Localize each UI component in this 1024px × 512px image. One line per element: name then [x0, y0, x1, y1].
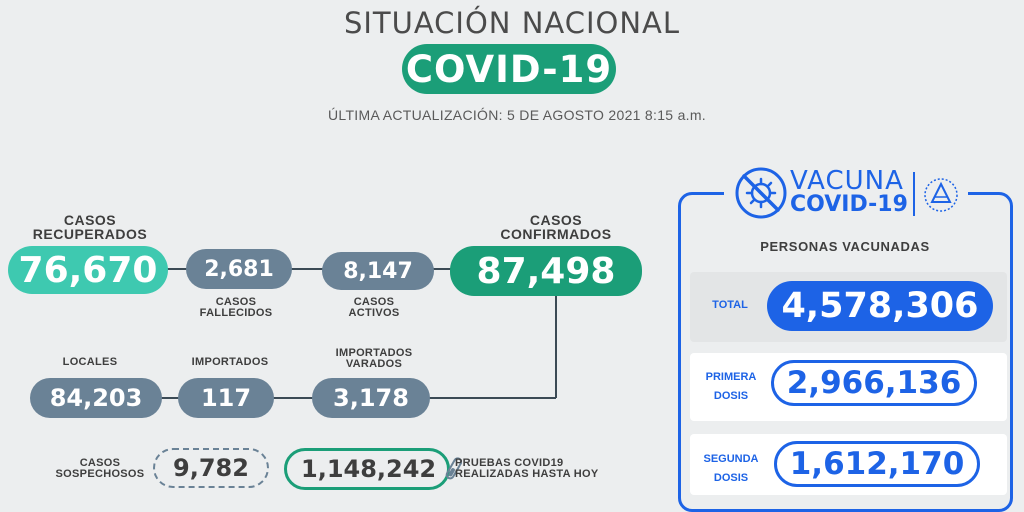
segunda-label: SEGUNDA DOSIS: [703, 453, 759, 484]
primera-value: 2,966,136: [771, 360, 977, 406]
page-title: SITUACIÓN NACIONAL: [343, 6, 681, 40]
primera-label: PRIMERA DOSIS: [705, 371, 757, 402]
covid-badge: COVID-19: [402, 44, 616, 94]
sospechosos-label: CASOS SOSPECHOSOS: [55, 457, 145, 480]
coat-of-arms-icon: [922, 176, 960, 214]
varados-value: 3,178: [312, 378, 430, 418]
vaccinated-heading: PERSONAS VACUNADAS: [760, 239, 930, 254]
recuperados-value: 76,670: [8, 246, 168, 294]
activos-label: CASOS ACTIVOS: [348, 296, 400, 319]
pruebas-box: 1,148,242: [284, 448, 463, 490]
confirmados-label: CASOS CONFIRMADOS: [500, 212, 612, 242]
total-label: TOTAL: [712, 299, 748, 311]
importados-value: 117: [178, 378, 274, 418]
total-value: 4,578,306: [767, 281, 993, 331]
locales-label: LOCALES: [62, 356, 118, 368]
vaccine-header: [724, 160, 968, 226]
connector-line-vertical: [555, 292, 557, 398]
vaccine-brand-word: VACUNA: [790, 166, 904, 196]
confirmados-value: 87,498: [450, 246, 642, 296]
sospechosos-value: 9,782: [153, 448, 269, 488]
connector-line-top: [150, 268, 460, 270]
brand-divider: [913, 172, 915, 216]
virus-crossed-icon: [734, 166, 788, 220]
test-tube-icon: [444, 456, 463, 482]
fallecidos-label: CASOS FALLECIDOS: [199, 296, 273, 319]
recuperados-label: CASOS RECUPERADOS: [32, 212, 148, 242]
pruebas-label: PRUEBAS COVID19 REALIZADAS HASTA HOY: [455, 457, 599, 480]
pruebas-value: 1,148,242: [301, 455, 437, 483]
segunda-value: 1,612,170: [774, 441, 980, 487]
fallecidos-value: 2,681: [186, 249, 292, 289]
vaccine-brand-covid: COVID-19: [790, 192, 908, 217]
varados-label: IMPORTADOS VARADOS: [335, 347, 413, 370]
activos-value: 8,147: [322, 252, 434, 290]
last-update-text: ÚLTIMA ACTUALIZACIÓN: 5 DE AGOSTO 2021 8…: [327, 107, 706, 123]
importados-label: IMPORTADOS: [191, 356, 269, 368]
locales-value: 84,203: [30, 378, 162, 418]
